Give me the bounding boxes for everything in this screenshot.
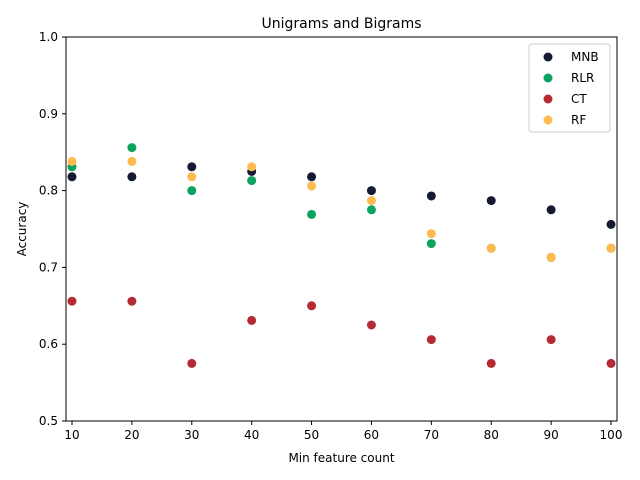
legend-marker <box>543 115 553 125</box>
legend-marker <box>543 73 553 83</box>
data-point-rf <box>546 252 556 262</box>
x-tick-label: 60 <box>364 428 379 442</box>
x-tick-label: 80 <box>484 428 499 442</box>
data-point-rf <box>606 243 616 253</box>
y-tick-label: 1.0 <box>39 30 58 44</box>
data-point-mnb <box>366 186 376 196</box>
data-point-rf <box>67 156 77 166</box>
y-tick-label: 0.9 <box>39 107 58 121</box>
x-tick-label: 100 <box>600 428 623 442</box>
data-point-mnb <box>307 172 317 182</box>
data-point-rlr <box>187 186 197 196</box>
data-point-mnb <box>187 162 197 172</box>
data-points <box>67 143 616 368</box>
data-point-mnb <box>606 219 616 229</box>
x-tick-label: 10 <box>64 428 79 442</box>
x-tick-label: 70 <box>424 428 439 442</box>
data-point-rf <box>187 172 197 182</box>
y-tick-label: 0.6 <box>39 337 58 351</box>
data-point-rf <box>486 243 496 253</box>
data-point-mnb <box>426 191 436 201</box>
data-point-ct <box>187 358 197 368</box>
data-point-rlr <box>247 176 257 186</box>
data-point-ct <box>606 358 616 368</box>
data-point-ct <box>426 335 436 345</box>
x-tick-label: 90 <box>543 428 558 442</box>
data-point-rf <box>127 156 137 166</box>
data-point-rf <box>366 196 376 206</box>
series-mnb <box>67 162 616 229</box>
data-point-rlr <box>127 143 137 153</box>
x-tick-label: 20 <box>124 428 139 442</box>
legend-label: RLR <box>571 71 594 85</box>
legend-label: MNB <box>571 50 599 64</box>
data-point-rf <box>426 229 436 239</box>
data-point-ct <box>127 296 137 306</box>
data-point-rlr <box>426 239 436 249</box>
chart-title: Unigrams and Bigrams <box>261 16 421 32</box>
y-axis-label: Accuracy <box>15 202 29 257</box>
data-point-ct <box>307 301 317 311</box>
data-point-mnb <box>67 172 77 182</box>
series-ct <box>67 296 616 368</box>
legend-marker <box>543 94 553 104</box>
y-axis: 0.5 0.6 0.7 0.8 0.9 1.0 <box>39 30 66 428</box>
data-point-rlr <box>307 209 317 219</box>
data-point-mnb <box>127 172 137 182</box>
legend-label: RF <box>571 113 586 127</box>
data-point-ct <box>67 296 77 306</box>
x-tick-label: 40 <box>244 428 259 442</box>
x-tick-label: 30 <box>184 428 199 442</box>
data-point-rf <box>307 181 317 191</box>
y-tick-label: 0.7 <box>39 260 58 274</box>
data-point-ct <box>366 320 376 330</box>
y-tick-label: 0.8 <box>39 184 58 198</box>
data-point-rf <box>247 162 257 172</box>
data-point-rlr <box>366 205 376 215</box>
x-tick-label: 50 <box>304 428 319 442</box>
data-point-ct <box>486 358 496 368</box>
series-rf <box>67 156 616 262</box>
data-point-mnb <box>546 205 556 215</box>
x-axis: 10 20 30 40 50 60 70 80 90 100 <box>64 421 622 442</box>
data-point-mnb <box>486 196 496 206</box>
legend-label: CT <box>571 92 587 106</box>
data-point-ct <box>247 315 257 325</box>
plot-frame <box>65 36 618 422</box>
legend-marker <box>543 52 553 62</box>
x-axis-label: Min feature count <box>288 451 394 465</box>
y-tick-label: 0.5 <box>39 414 58 428</box>
legend: MNB RLR CT RF <box>528 43 611 133</box>
legend-box <box>528 43 611 133</box>
data-point-ct <box>546 335 556 345</box>
